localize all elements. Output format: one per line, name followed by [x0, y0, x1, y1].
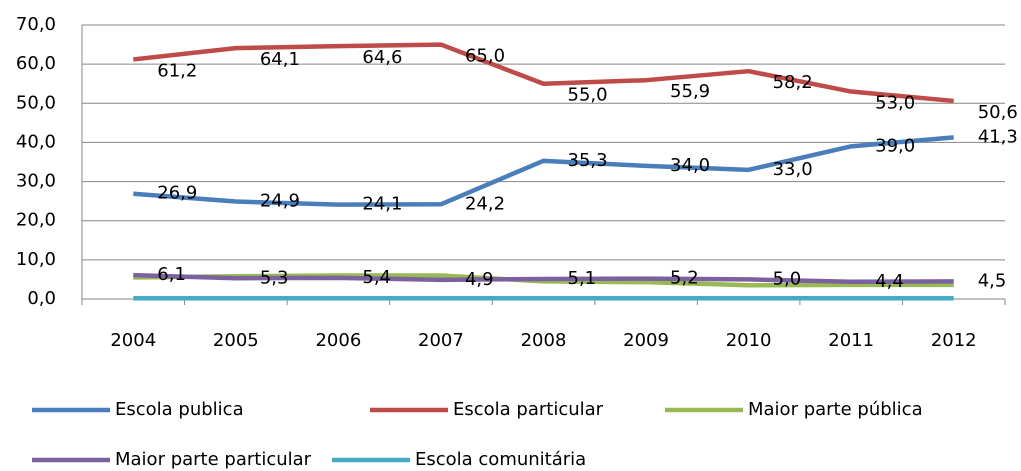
legend-label: Escola comunitária — [415, 449, 586, 470]
legend-label: Escola publica — [115, 399, 244, 420]
x-tick-label: 2009 — [623, 330, 669, 351]
data-label: 35,3 — [568, 150, 608, 171]
series-line — [133, 42, 954, 104]
data-label: 55,9 — [670, 81, 710, 102]
data-label: 24,2 — [465, 193, 505, 214]
x-tick-label: 2010 — [726, 330, 772, 351]
data-label: 24,9 — [260, 191, 300, 212]
x-tick-label: 2007 — [418, 330, 464, 351]
data-label: 5,0 — [773, 268, 802, 289]
y-tick-label: 30,0 — [16, 171, 56, 192]
series-line — [133, 272, 954, 285]
data-label: 5,1 — [568, 268, 597, 289]
data-label: 4,9 — [465, 269, 494, 290]
data-label: 53,0 — [875, 93, 915, 114]
x-tick-label: 2012 — [931, 330, 977, 351]
data-label: 61,2 — [157, 60, 197, 81]
data-label: 34,0 — [670, 155, 710, 176]
data-label: 33,0 — [773, 159, 813, 180]
data-label: 5,4 — [362, 267, 391, 288]
data-label: 5,3 — [260, 267, 289, 288]
y-tick-label: 0,0 — [27, 288, 56, 309]
data-label: 5,2 — [670, 268, 699, 289]
data-label: 39,0 — [875, 135, 915, 156]
legend-label: Escola particular — [453, 399, 604, 420]
data-label: 4,5 — [978, 270, 1007, 291]
x-tick-label: 2004 — [110, 330, 156, 351]
data-label: 50,6 — [978, 102, 1018, 123]
x-tick-label: 2011 — [828, 330, 874, 351]
data-label: 58,2 — [773, 72, 813, 93]
data-label: 24,1 — [362, 194, 402, 215]
legend-label: Maior parte particular — [115, 449, 312, 470]
data-label: 41,3 — [978, 126, 1018, 147]
data-label: 6,1 — [157, 264, 186, 285]
y-tick-label: 70,0 — [16, 14, 56, 35]
data-label: 64,6 — [362, 47, 402, 68]
y-tick-label: 50,0 — [16, 92, 56, 113]
data-label: 65,0 — [465, 46, 505, 67]
data-label: 26,9 — [157, 183, 197, 204]
x-tick-label: 2006 — [315, 330, 361, 351]
y-tick-label: 60,0 — [16, 53, 56, 74]
x-tick-label: 2008 — [521, 330, 567, 351]
y-tick-label: 40,0 — [16, 131, 56, 152]
series-line — [133, 135, 954, 207]
y-tick-label: 10,0 — [16, 249, 56, 270]
data-label: 4,4 — [875, 271, 904, 292]
data-label: 64,1 — [260, 49, 300, 70]
data-label: 55,0 — [568, 85, 608, 106]
x-tick-label: 2005 — [213, 330, 259, 351]
legend-label: Maior parte pública — [748, 399, 923, 420]
y-tick-label: 20,0 — [16, 210, 56, 231]
